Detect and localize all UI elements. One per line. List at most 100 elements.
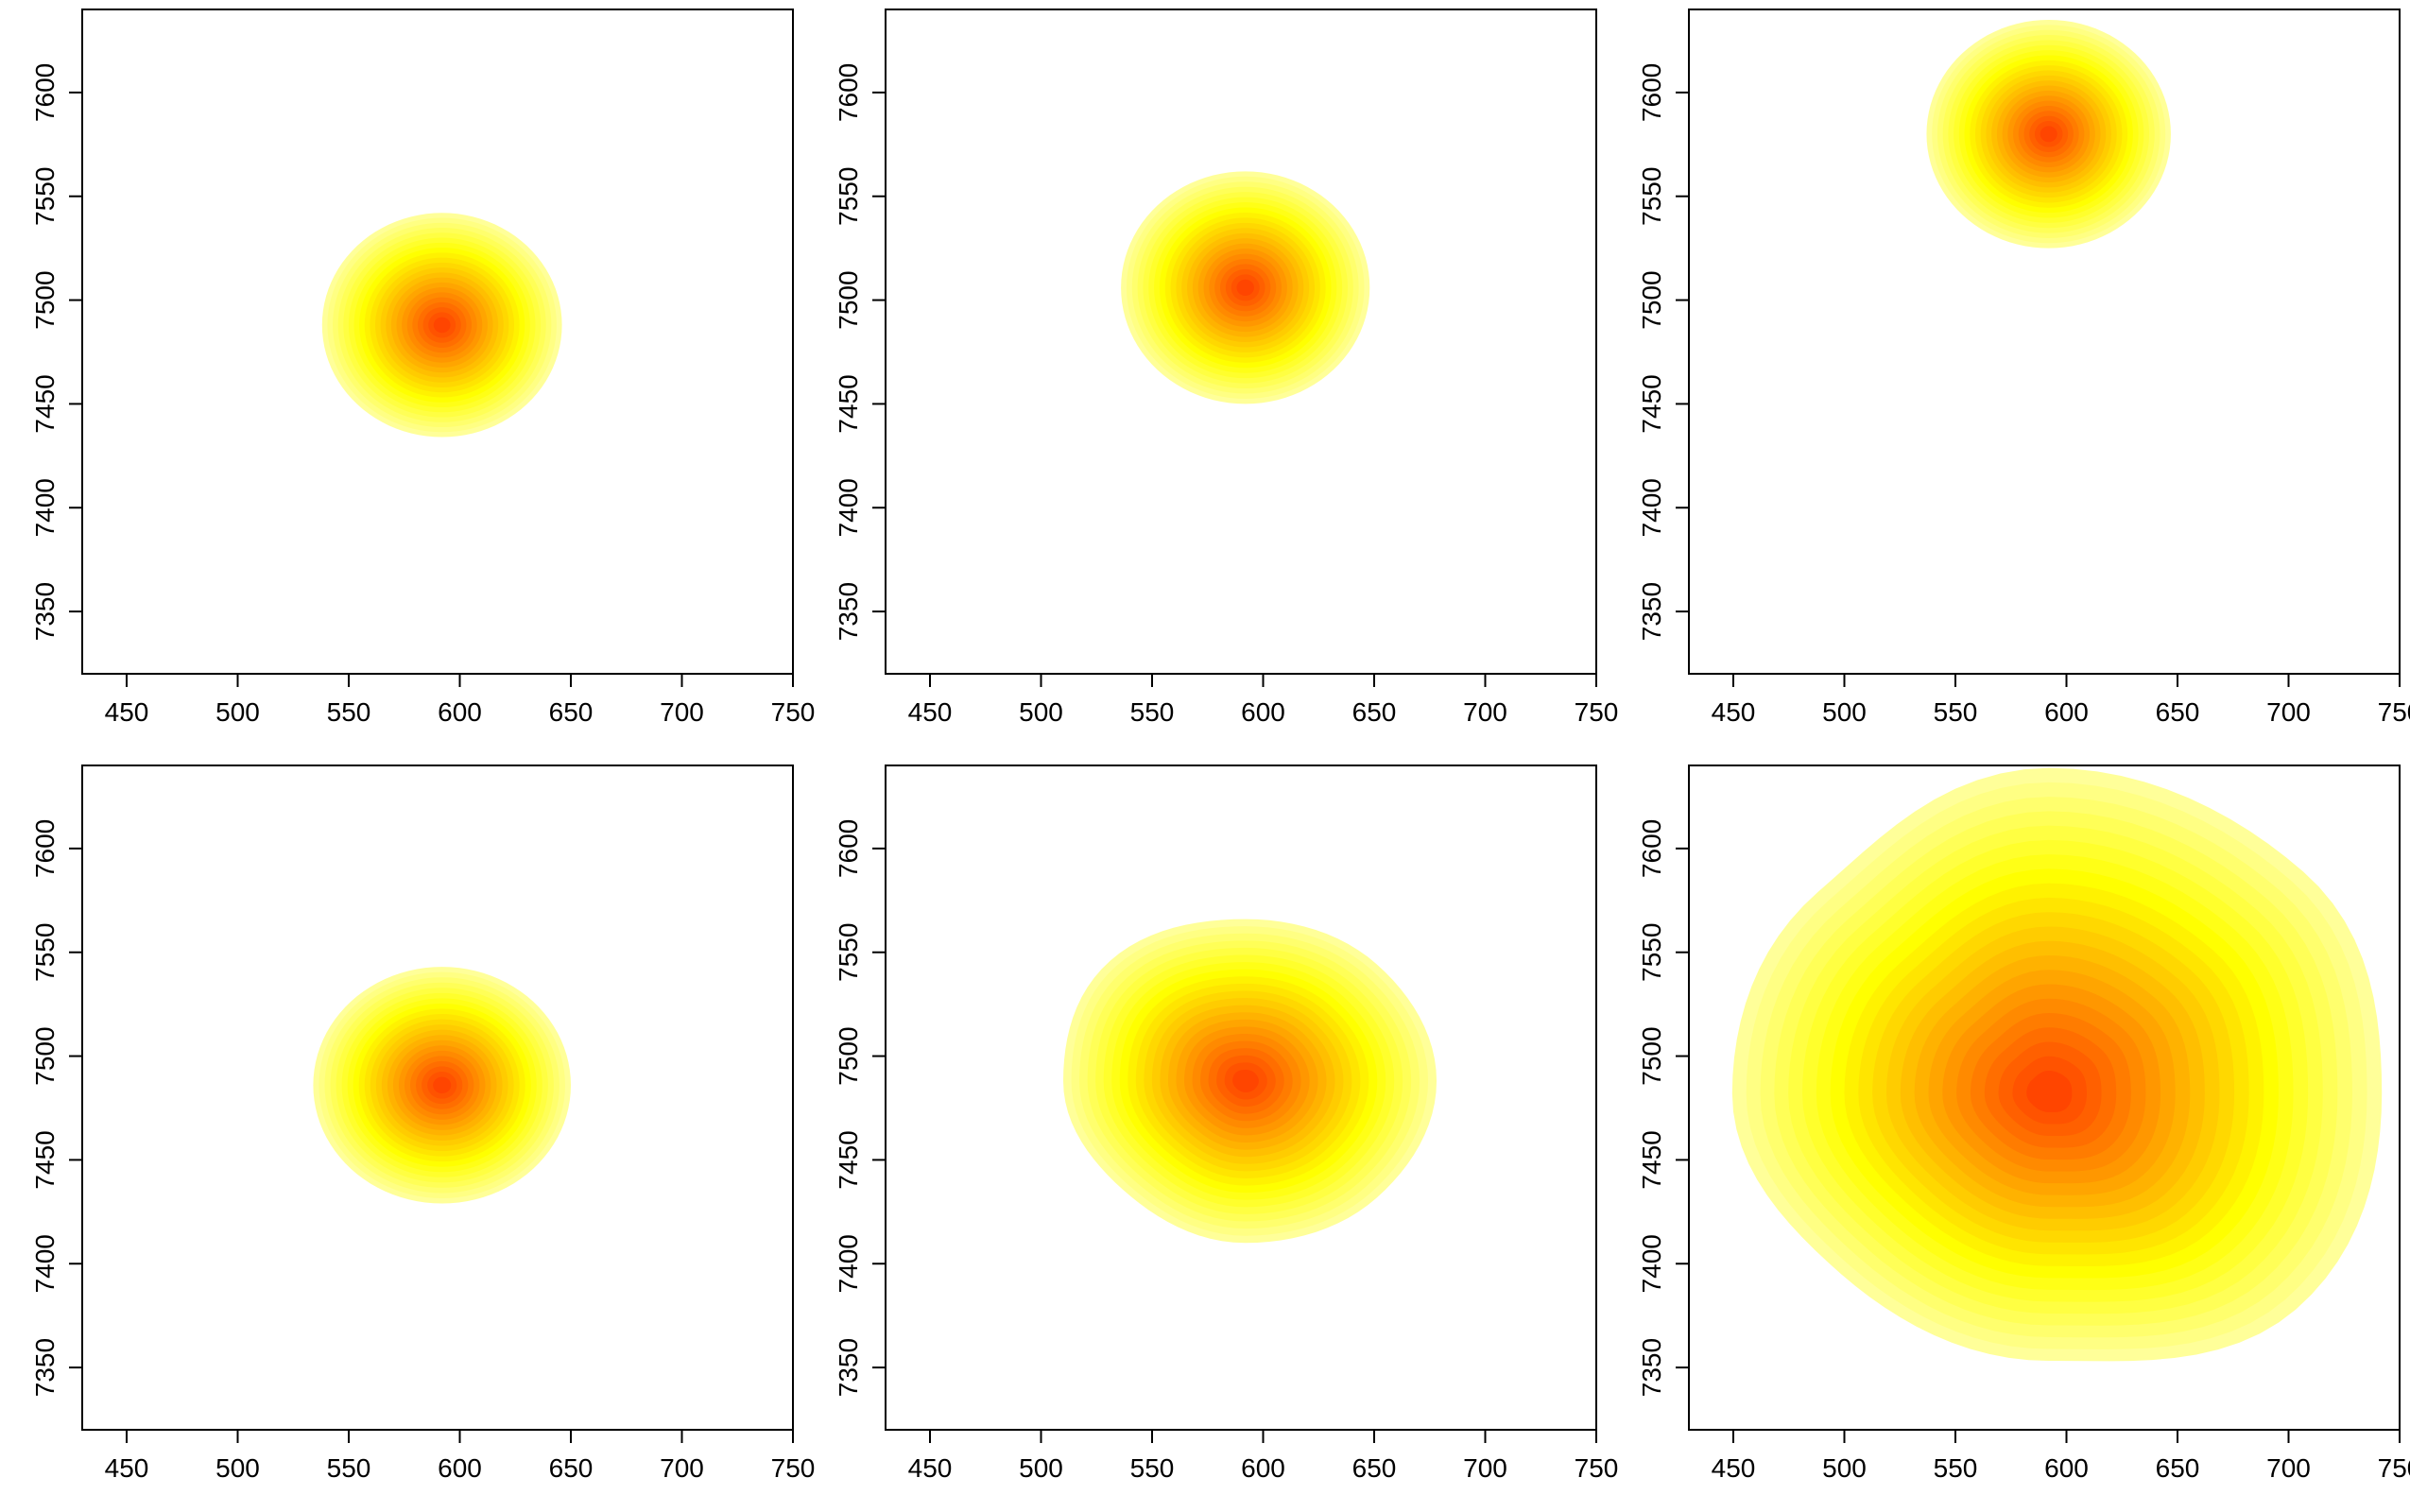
y-tick-label: 7550 <box>834 167 863 226</box>
x-tick-label: 600 <box>2044 697 2089 727</box>
density-level <box>1232 1069 1259 1092</box>
y-tick-label: 7450 <box>30 1130 60 1189</box>
density-level <box>433 1076 452 1094</box>
density-level <box>2026 1070 2073 1112</box>
y-tick-label: 7550 <box>30 923 60 982</box>
x-tick-label: 600 <box>2044 1453 2089 1483</box>
density-surface <box>1121 171 1370 404</box>
x-tick-label: 550 <box>327 1453 371 1483</box>
y-tick-label: 7450 <box>1637 374 1666 433</box>
plot-frame <box>885 9 1597 675</box>
density-panel-2: 450 500 550 600 650 700 750 7350 7400 7450 7500 755… <box>834 9 1618 727</box>
y-tick-label: 7350 <box>834 582 863 641</box>
x-tick-label: 600 <box>1241 697 1285 727</box>
density-surface <box>321 213 562 438</box>
y-tick-label: 7550 <box>1637 167 1666 226</box>
x-tick-label: 650 <box>1352 697 1397 727</box>
x-tick-label: 450 <box>105 697 149 727</box>
x-tick-label: 700 <box>2266 697 2311 727</box>
x-tick-label: 650 <box>2156 1453 2200 1483</box>
y-tick-label: 7550 <box>30 167 60 226</box>
y-tick-label: 7400 <box>834 1234 863 1293</box>
x-tick-label: 500 <box>1822 697 1867 727</box>
x-tick-label: 700 <box>1463 1453 1507 1483</box>
x-tick-label: 500 <box>1019 697 1063 727</box>
density-level <box>2040 126 2057 143</box>
x-tick-label: 650 <box>549 697 594 727</box>
plot-frame <box>1688 9 2401 675</box>
density-level <box>433 317 451 334</box>
y-tick-label: 7600 <box>834 819 863 878</box>
y-tick-label: 7400 <box>30 478 60 537</box>
x-tick-label: 750 <box>1575 697 1619 727</box>
y-tick-label: 7600 <box>834 63 863 122</box>
y-tick-label: 7600 <box>1637 819 1666 878</box>
density-panel-6: 450 500 550 600 650 700 750 7350 7400 7450 7500 755… <box>1637 765 2410 1483</box>
x-tick-label: 450 <box>1712 697 1756 727</box>
y-tick-label: 7550 <box>1637 923 1666 982</box>
x-tick-label: 500 <box>1822 1453 1867 1483</box>
x-tick-label: 700 <box>660 697 704 727</box>
x-tick-label: 450 <box>1712 1453 1756 1483</box>
y-tick-label: 7450 <box>834 374 863 433</box>
density-panel-5: 450 500 550 600 650 700 750 7350 7400 7450 7500 755… <box>834 765 1618 1483</box>
y-tick-label: 7450 <box>30 374 60 433</box>
x-tick-label: 650 <box>1352 1453 1397 1483</box>
x-tick-label: 700 <box>2266 1453 2311 1483</box>
x-tick-label: 550 <box>1934 697 1978 727</box>
y-tick-label: 7450 <box>1637 1130 1666 1189</box>
x-tick-label: 750 <box>771 1453 816 1483</box>
plot-frame <box>1688 765 2401 1431</box>
plot-frame <box>885 765 1597 1431</box>
y-tick-label: 7550 <box>834 923 863 982</box>
density-level <box>1236 279 1254 296</box>
x-tick-label: 650 <box>2156 697 2200 727</box>
x-tick-label: 500 <box>215 697 260 727</box>
density-surface <box>1926 19 2171 249</box>
y-tick-label: 7600 <box>30 63 60 122</box>
x-tick-label: 750 <box>1575 1453 1619 1483</box>
y-tick-label: 7350 <box>30 582 60 641</box>
y-tick-label: 7500 <box>834 270 863 329</box>
x-tick-label: 550 <box>1130 1453 1175 1483</box>
x-tick-label: 600 <box>438 1453 482 1483</box>
y-tick-label: 7400 <box>30 1234 60 1293</box>
y-tick-label: 7500 <box>1637 270 1666 329</box>
density-surface <box>313 967 571 1204</box>
x-tick-label: 650 <box>549 1453 594 1483</box>
y-tick-label: 7500 <box>30 270 60 329</box>
y-tick-label: 7500 <box>30 1026 60 1085</box>
y-tick-label: 7400 <box>1637 1234 1666 1293</box>
y-tick-label: 7350 <box>30 1338 60 1397</box>
x-tick-label: 600 <box>438 697 482 727</box>
y-tick-label: 7500 <box>834 1026 863 1085</box>
y-tick-label: 7600 <box>30 819 60 878</box>
x-tick-label: 500 <box>1019 1453 1063 1483</box>
y-tick-label: 7350 <box>1637 1338 1666 1397</box>
y-tick-label: 7450 <box>834 1130 863 1189</box>
x-tick-label: 550 <box>1934 1453 1978 1483</box>
x-tick-label: 450 <box>105 1453 149 1483</box>
x-tick-label: 450 <box>908 697 953 727</box>
plot-frame <box>81 9 794 675</box>
plot-frame <box>81 765 794 1431</box>
y-tick-label: 7350 <box>834 1338 863 1397</box>
x-tick-label: 500 <box>215 1453 260 1483</box>
density-panel-3: 450 500 550 600 650 700 750 7350 7400 7450 7500 755… <box>1637 9 2410 727</box>
y-tick-label: 7350 <box>1637 582 1666 641</box>
y-tick-label: 7400 <box>834 478 863 537</box>
x-tick-label: 600 <box>1241 1453 1285 1483</box>
x-tick-label: 750 <box>771 697 816 727</box>
x-tick-label: 750 <box>2378 1453 2410 1483</box>
y-tick-label: 7400 <box>1637 478 1666 537</box>
density-surface <box>1063 919 1437 1244</box>
x-tick-label: 750 <box>2378 697 2410 727</box>
density-panel-1: 450 500 550 600 650 700 750 7350 7400 7450 7500 755… <box>30 9 815 727</box>
y-tick-label: 7500 <box>1637 1026 1666 1085</box>
x-tick-label: 550 <box>1130 697 1175 727</box>
density-surface <box>1731 767 2383 1362</box>
x-tick-label: 700 <box>1463 697 1507 727</box>
x-tick-label: 450 <box>908 1453 953 1483</box>
y-tick-label: 7600 <box>1637 63 1666 122</box>
